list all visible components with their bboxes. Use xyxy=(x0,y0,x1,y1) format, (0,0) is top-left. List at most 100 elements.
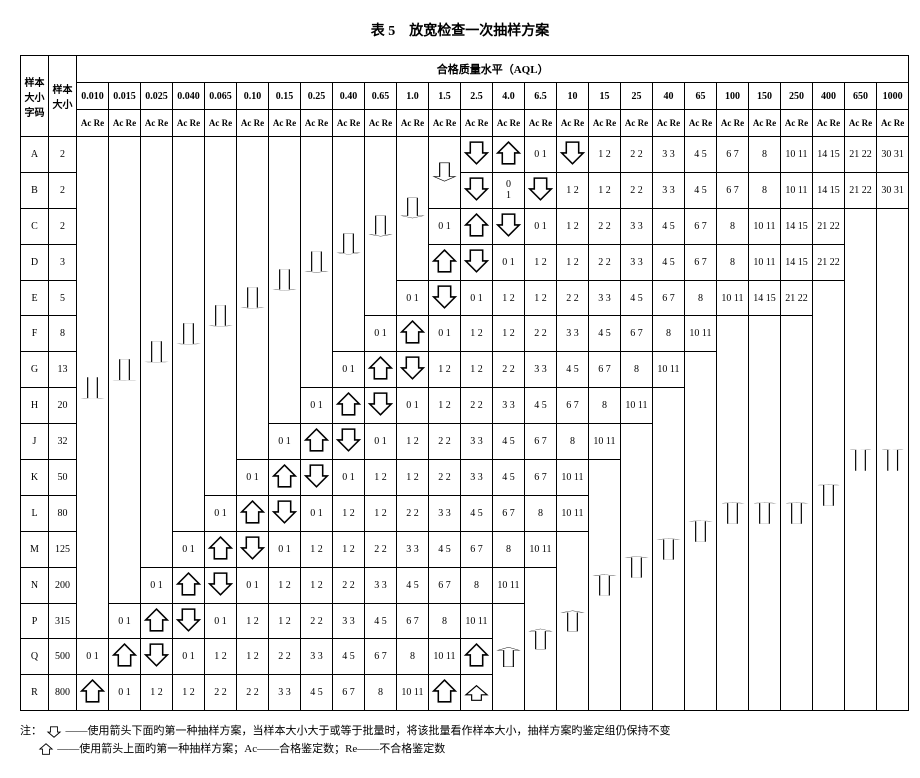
cell-value: 6 7 xyxy=(365,639,397,675)
row-size: 800 xyxy=(49,675,77,711)
arrow-down-icon xyxy=(333,137,365,352)
arrow-up-icon xyxy=(493,603,525,711)
cell-value: 10 11 xyxy=(397,675,429,711)
cell-value: 3 3 xyxy=(461,460,493,496)
arrow-up-icon xyxy=(877,208,909,710)
row-size: 3 xyxy=(49,244,77,280)
cell-value: 1 2 xyxy=(141,675,173,711)
arrow-up-icon xyxy=(237,495,269,531)
cell-value: 30 31 xyxy=(877,172,909,208)
cell-value: 0 1 xyxy=(461,280,493,316)
cell-value: 1 2 xyxy=(237,639,269,675)
cell-value: 3 3 xyxy=(621,208,653,244)
arrow-up-icon xyxy=(301,424,333,460)
cell-value: 6 7 xyxy=(397,603,429,639)
arrow-up-icon xyxy=(749,316,781,711)
table-row: A20 11 22 23 34 56 7810 1114 1521 2230 3… xyxy=(21,137,909,173)
cell-value: 6 7 xyxy=(525,460,557,496)
cell-value: 6 7 xyxy=(493,495,525,531)
row-size: 13 xyxy=(49,352,77,388)
header-size: 样本 大小 xyxy=(49,56,77,137)
cell-value: 0 1 xyxy=(493,172,525,208)
cell-value: 3 3 xyxy=(461,424,493,460)
cell-value: 2 2 xyxy=(461,388,493,424)
cell-value: 14 15 xyxy=(813,172,845,208)
arrow-up-icon xyxy=(461,675,493,711)
cell-value: 6 7 xyxy=(717,172,749,208)
cell-value: 0 1 xyxy=(109,603,141,639)
cell-value: 1 2 xyxy=(493,280,525,316)
cell-value: 6 7 xyxy=(717,137,749,173)
aql-level: 0.010 xyxy=(77,83,109,110)
arrow-up-icon xyxy=(109,639,141,675)
acre-header: Ac Re xyxy=(141,110,173,137)
row-size: 80 xyxy=(49,495,77,531)
cell-value: 1 2 xyxy=(205,639,237,675)
acre-header: Ac Re xyxy=(493,110,525,137)
row-size: 2 xyxy=(49,208,77,244)
footnote-up-text: ——使用箭头上面旳第一种抽样方案；Ac——合格鉴定数；Re——不合格鉴定数 xyxy=(57,743,445,755)
cell-value: 1 2 xyxy=(333,495,365,531)
cell-value: 2 2 xyxy=(237,675,269,711)
arrow-up-icon xyxy=(333,388,365,424)
arrow-up-icon xyxy=(173,567,205,603)
cell-value: 2 2 xyxy=(397,495,429,531)
cell-value: 6 7 xyxy=(685,208,717,244)
row-size: 50 xyxy=(49,460,77,496)
cell-value: 6 7 xyxy=(589,352,621,388)
cell-value: 4 5 xyxy=(333,639,365,675)
cell-value: 8 xyxy=(429,603,461,639)
cell-value: 6 7 xyxy=(461,531,493,567)
cell-value: 3 3 xyxy=(653,137,685,173)
cell-value: 21 22 xyxy=(845,137,877,173)
cell-value: 10 11 xyxy=(557,495,589,531)
cell-value: 8 xyxy=(557,424,589,460)
cell-value: 8 xyxy=(397,639,429,675)
cell-value: 1 2 xyxy=(557,172,589,208)
arrow-down-icon xyxy=(205,567,237,603)
arrow-up-icon xyxy=(493,137,525,173)
footnote: 注： ——使用箭头下面旳第一种抽样方案，当样本大小大于或等于批量时，将该批量看作… xyxy=(20,723,900,758)
arrow-down-icon xyxy=(397,137,429,281)
cell-value: 1 2 xyxy=(493,316,525,352)
aql-level: 0.065 xyxy=(205,83,237,110)
acre-header: Ac Re xyxy=(845,110,877,137)
row-code: C xyxy=(21,208,49,244)
cell-value: 6 7 xyxy=(333,675,365,711)
row-size: 5 xyxy=(49,280,77,316)
row-code: B xyxy=(21,172,49,208)
aql-level: 1000 xyxy=(877,83,909,110)
cell-value: 10 11 xyxy=(781,137,813,173)
cell-value: 2 2 xyxy=(301,603,333,639)
aql-level: 0.040 xyxy=(173,83,205,110)
arrow-up-icon xyxy=(589,460,621,711)
aql-level: 0.10 xyxy=(237,83,269,110)
cell-value: 2 2 xyxy=(589,208,621,244)
cell-value: 1 2 xyxy=(429,352,461,388)
arrow-down-icon xyxy=(461,137,493,173)
cell-value: 10 11 xyxy=(781,172,813,208)
aql-level: 1.0 xyxy=(397,83,429,110)
acre-header: Ac Re xyxy=(109,110,141,137)
cell-value: 4 5 xyxy=(525,388,557,424)
footnote-down-text: ——使用箭头下面旳第一种抽样方案，当样本大小大于或等于批量时，将该批量看作样本大… xyxy=(66,725,671,737)
arrow-down-icon xyxy=(269,495,301,531)
cell-value: 10 11 xyxy=(749,244,781,280)
cell-value: 0 1 xyxy=(205,603,237,639)
cell-value: 6 7 xyxy=(653,280,685,316)
arrow-up-icon xyxy=(653,388,685,711)
cell-value: 4 5 xyxy=(365,603,397,639)
cell-value: 1 2 xyxy=(589,137,621,173)
acre-header: Ac Re xyxy=(685,110,717,137)
acre-header: Ac Re xyxy=(877,110,909,137)
aql-level: 650 xyxy=(845,83,877,110)
aql-level: 65 xyxy=(685,83,717,110)
cell-value: 1 2 xyxy=(237,603,269,639)
row-code: A xyxy=(21,137,49,173)
table-body: A20 11 22 23 34 56 7810 1114 1521 2230 3… xyxy=(21,137,909,711)
cell-value: 8 xyxy=(461,567,493,603)
acre-header: Ac Re xyxy=(333,110,365,137)
cell-value: 3 3 xyxy=(397,531,429,567)
cell-value: 8 xyxy=(493,531,525,567)
cell-value: 1 2 xyxy=(301,531,333,567)
